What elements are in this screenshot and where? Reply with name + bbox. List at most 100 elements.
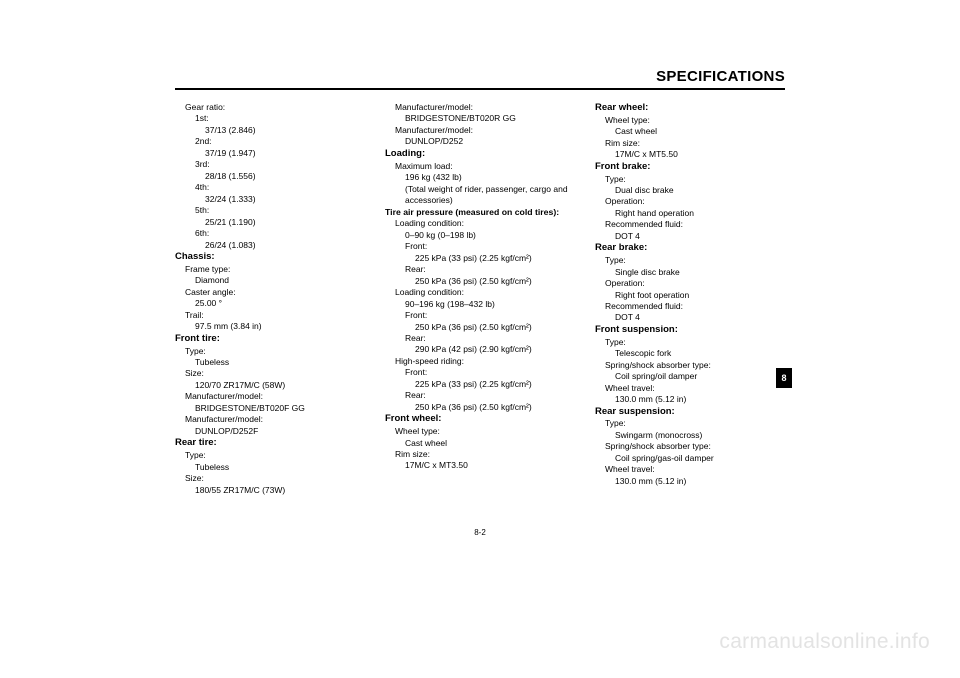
spec-line: 5th: <box>175 205 365 216</box>
spec-line: Tubeless <box>175 462 365 473</box>
spec-line: 130.0 mm (5.12 in) <box>595 394 785 405</box>
spec-line: Right hand operation <box>595 208 785 219</box>
spec-line: 90–196 kg (198–432 lb) <box>385 299 575 310</box>
spec-line: Telescopic fork <box>595 348 785 359</box>
spec-line: Coil spring/oil damper <box>595 371 785 382</box>
spec-line: Manufacturer/model: <box>175 391 365 402</box>
spec-line: 250 kPa (36 psi) (2.50 kgf/cm²) <box>385 276 575 287</box>
spec-line: Front brake: <box>595 161 785 174</box>
spec-line: DUNLOP/D252 <box>385 136 575 147</box>
spec-line: 25.00 ° <box>175 298 365 309</box>
spec-line: 26/24 (1.083) <box>175 240 365 251</box>
spec-line: 225 kPa (33 psi) (2.25 kgf/cm²) <box>385 379 575 390</box>
spec-line: Rear: <box>385 264 575 275</box>
spec-line: Rear suspension: <box>595 406 785 419</box>
spec-line: Wheel travel: <box>595 464 785 475</box>
watermark: carmanualsonline.info <box>719 630 930 654</box>
spec-line: Tubeless <box>175 357 365 368</box>
spec-line: Type: <box>175 346 365 357</box>
spec-line: Manufacturer/model: <box>385 125 575 136</box>
spec-line: 290 kPa (42 psi) (2.90 kgf/cm²) <box>385 344 575 355</box>
spec-line: Recommended fluid: <box>595 219 785 230</box>
spec-line: Size: <box>175 368 365 379</box>
spec-line: Recommended fluid: <box>595 301 785 312</box>
spec-line: 250 kPa (36 psi) (2.50 kgf/cm²) <box>385 402 575 413</box>
spec-line: Front: <box>385 367 575 378</box>
spec-line: Operation: <box>595 196 785 207</box>
page-number: 8-2 <box>0 528 960 537</box>
column-2: Manufacturer/model:BRIDGESTONE/BT020R GG… <box>385 102 575 496</box>
spec-line: Rear: <box>385 390 575 401</box>
spec-line: 32/24 (1.333) <box>175 194 365 205</box>
spec-line: Right foot operation <box>595 290 785 301</box>
spec-line: Caster angle: <box>175 287 365 298</box>
spec-line: DUNLOP/D252F <box>175 426 365 437</box>
spec-line: Chassis: <box>175 251 365 264</box>
spec-line: 180/55 ZR17M/C (73W) <box>175 485 365 496</box>
spec-line: (Total weight of rider, passenger, cargo… <box>385 184 575 207</box>
spec-line: Cast wheel <box>595 126 785 137</box>
spec-line: Rear tire: <box>175 437 365 450</box>
spec-line: Front: <box>385 241 575 252</box>
spec-line: Wheel travel: <box>595 383 785 394</box>
spec-line: Front suspension: <box>595 324 785 337</box>
spec-line: Type: <box>175 450 365 461</box>
spec-line: 6th: <box>175 228 365 239</box>
spec-line: Manufacturer/model: <box>385 102 575 113</box>
spec-line: Maximum load: <box>385 161 575 172</box>
spec-line: Front wheel: <box>385 413 575 426</box>
spec-line: 250 kPa (36 psi) (2.50 kgf/cm²) <box>385 322 575 333</box>
spec-line: Wheel type: <box>385 426 575 437</box>
spec-line: Wheel type: <box>595 115 785 126</box>
spec-line: Frame type: <box>175 264 365 275</box>
spec-line: Rim size: <box>595 138 785 149</box>
spec-line: Rim size: <box>385 449 575 460</box>
spec-line: Rear: <box>385 333 575 344</box>
spec-line: 37/13 (2.846) <box>175 125 365 136</box>
spec-line: DOT 4 <box>595 312 785 323</box>
spec-line: 25/21 (1.190) <box>175 217 365 228</box>
spec-line: Operation: <box>595 278 785 289</box>
spec-line: Spring/shock absorber type: <box>595 360 785 371</box>
spec-line: Swingarm (monocross) <box>595 430 785 441</box>
spec-line: Manufacturer/model: <box>175 414 365 425</box>
spec-line: High-speed riding: <box>385 356 575 367</box>
spec-line: 97.5 mm (3.84 in) <box>175 321 365 332</box>
spec-line: Front: <box>385 310 575 321</box>
spec-line: Rear brake: <box>595 242 785 255</box>
spec-line: BRIDGESTONE/BT020F GG <box>175 403 365 414</box>
spec-line: Dual disc brake <box>595 185 785 196</box>
spec-line: Coil spring/gas-oil damper <box>595 453 785 464</box>
spec-line: Diamond <box>175 275 365 286</box>
spec-line: 0–90 kg (0–198 lb) <box>385 230 575 241</box>
spec-line: 1st: <box>175 113 365 124</box>
spec-line: Cast wheel <box>385 438 575 449</box>
spec-columns: Gear ratio:1st:37/13 (2.846)2nd:37/19 (1… <box>175 102 785 496</box>
spec-line: DOT 4 <box>595 231 785 242</box>
spec-line: 4th: <box>175 182 365 193</box>
spec-line: Single disc brake <box>595 267 785 278</box>
spec-line: 196 kg (432 lb) <box>385 172 575 183</box>
spec-line: 28/18 (1.556) <box>175 171 365 182</box>
spec-line: 17M/C x MT5.50 <box>595 149 785 160</box>
spec-line: 2nd: <box>175 136 365 147</box>
spec-line: Spring/shock absorber type: <box>595 441 785 452</box>
spec-line: Front tire: <box>175 333 365 346</box>
spec-line: 17M/C x MT3.50 <box>385 460 575 471</box>
page-title: SPECIFICATIONS <box>656 68 785 85</box>
column-3: Rear wheel:Wheel type:Cast wheelRim size… <box>595 102 785 496</box>
spec-line: 130.0 mm (5.12 in) <box>595 476 785 487</box>
spec-line: 120/70 ZR17M/C (58W) <box>175 380 365 391</box>
spec-line: BRIDGESTONE/BT020R GG <box>385 113 575 124</box>
spec-line: Trail: <box>175 310 365 321</box>
spec-line: Rear wheel: <box>595 102 785 115</box>
spec-line: Size: <box>175 473 365 484</box>
spec-line: Loading: <box>385 148 575 161</box>
spec-line: Gear ratio: <box>175 102 365 113</box>
spec-line: Type: <box>595 418 785 429</box>
spec-line: Type: <box>595 337 785 348</box>
spec-line: Type: <box>595 255 785 266</box>
spec-line: Loading condition: <box>385 287 575 298</box>
title-rule <box>175 88 785 90</box>
spec-line: 3rd: <box>175 159 365 170</box>
